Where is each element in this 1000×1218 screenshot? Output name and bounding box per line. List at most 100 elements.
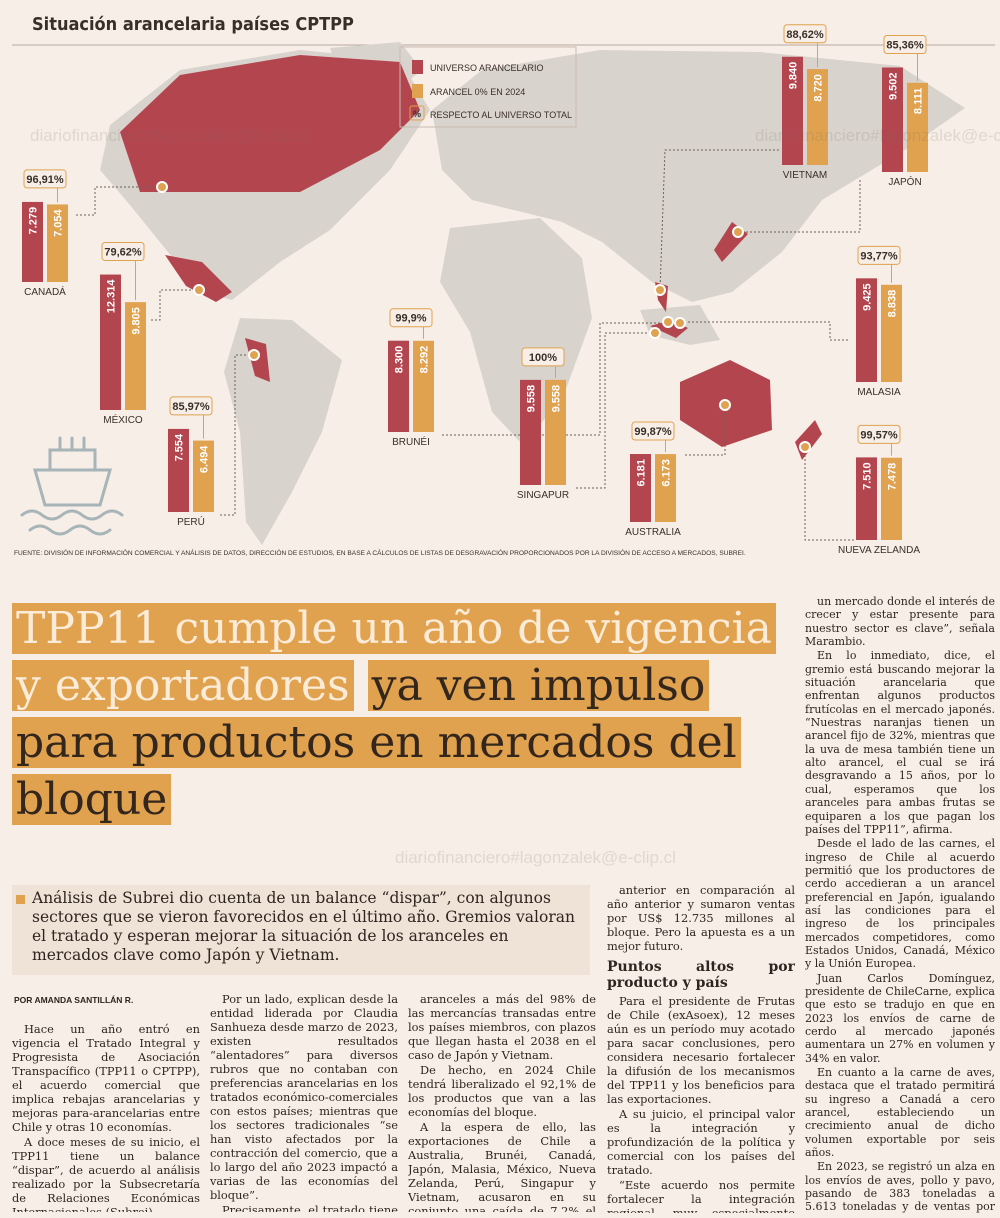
country-label: NUEVA ZELANDA <box>838 545 920 556</box>
share-box <box>783 24 827 44</box>
bar-value-label: 8.720 <box>813 74 825 102</box>
infographic: Situación arancelaria países CPTPP <box>12 14 995 557</box>
bar-value-label: 8.838 <box>887 290 899 318</box>
bar-universe <box>22 201 43 282</box>
legend-symbol: % <box>413 109 421 119</box>
bar-zero <box>807 69 828 165</box>
paragraph: Por un lado, explican desde la entidad l… <box>210 992 398 1202</box>
bar-value-label: 9.805 <box>131 307 143 335</box>
share-label: 88,62% <box>786 29 824 41</box>
bar-value-label: 9.840 <box>788 62 800 90</box>
bar-zero <box>125 302 146 410</box>
paragraph: A la espera de ello, las exportaciones d… <box>408 1120 596 1212</box>
watermark: diariofinanciero#lagonzalek@e-clip.cl <box>395 848 676 867</box>
bar-universe <box>168 428 189 512</box>
bar-universe <box>856 457 877 540</box>
bar-zero <box>193 440 214 512</box>
country-label: JAPÓN <box>888 175 921 188</box>
legend-swatch <box>412 60 423 74</box>
bar-value-label: 6.173 <box>661 459 673 487</box>
bar-zero <box>413 340 434 432</box>
bar-value-label: 7.478 <box>887 463 899 491</box>
byline: POR AMANDA SANTILLÁN R. <box>14 995 134 1005</box>
country-label: AUSTRALIA <box>625 527 681 538</box>
bar-value-label: 9.425 <box>862 283 874 311</box>
legend: UNIVERSO ARANCELARIO ARANCEL 0% EN 2024 … <box>399 46 577 128</box>
bar-value-label: 7.510 <box>862 462 874 490</box>
paragraph: Desde el lado de las carnes, el ingreso … <box>805 837 995 971</box>
column: Por un lado, explican desde la entidad l… <box>210 992 398 1212</box>
column: anterior en comparación al año anterior … <box>607 883 795 1213</box>
bar-zero <box>545 379 566 485</box>
share-label: 79,62% <box>104 247 142 259</box>
bar-zero <box>47 204 68 282</box>
paragraph: En lo inmediato, dice, el gremio está bu… <box>805 649 995 836</box>
share-box <box>169 396 213 416</box>
share-label: 99,9% <box>395 313 426 325</box>
column: aranceles a más del 98% de las mercancía… <box>408 992 596 1212</box>
bar-value-label: 6.494 <box>199 445 211 473</box>
column: Hace un año entró en vigencia el Tratado… <box>12 1022 200 1212</box>
country-label: SINGAPUR <box>517 490 569 501</box>
bar-value-label: 9.558 <box>551 385 563 413</box>
location-markers <box>156 181 811 453</box>
headline: TPP11 cumple un año de vigencia y export… <box>12 600 792 828</box>
share-label: 99,87% <box>634 426 672 438</box>
bar-value-label: 8.300 <box>394 346 406 374</box>
watermark: diariofinanciero#lagonzalek@e-clip.cl <box>755 126 1000 145</box>
country-label: VIETNAM <box>783 170 827 181</box>
paragraph: En 2023, se registró un alza en los enví… <box>805 1160 995 1213</box>
country-label: CANADÁ <box>24 285 66 298</box>
legend-swatch <box>409 105 425 121</box>
paragraph: un mercado donde el interés de crecer y … <box>805 595 995 649</box>
paragraph: En cuanto a la carne de aves, destaca qu… <box>805 1066 995 1160</box>
bar-universe <box>520 379 541 485</box>
legend-label: UNIVERSO ARANCELARIO <box>430 63 544 73</box>
bar-universe <box>882 67 903 172</box>
country-label: MÉXICO <box>103 413 143 426</box>
leader-lines <box>75 149 861 541</box>
share-box <box>883 34 927 54</box>
paragraph: Hace un año entró en vigencia el Tratado… <box>12 1022 200 1134</box>
share-box <box>857 424 901 444</box>
watermark: diariofinanciero#lagonzalek@e-clip.cl <box>30 126 311 145</box>
paragraph: A doce meses de su inicio, el TPP11 tien… <box>12 1135 200 1212</box>
share-box <box>23 169 67 189</box>
paragraph: Para el presidente de Frutas de Chile (e… <box>607 994 795 1106</box>
share-label: 85,36% <box>886 39 924 51</box>
bar-zero <box>881 457 902 540</box>
country-label: MALASIA <box>857 387 901 398</box>
share-box <box>521 347 565 367</box>
paragraph: anterior en comparación al año anterior … <box>607 883 795 953</box>
legend-label: ARANCEL 0% EN 2024 <box>430 87 525 97</box>
bar-value-label: 7.554 <box>174 433 186 461</box>
bar-universe <box>100 274 121 410</box>
bar-groups: 7.279 7.054 96,91% CANADÁ 12.314 9.805 79,62% M… <box>22 24 928 556</box>
subheading: Puntos altos por producto y país <box>607 959 795 991</box>
bar-universe <box>630 454 651 522</box>
share-box <box>389 308 433 328</box>
legend-label: RESPECTO AL UNIVERSO TOTAL <box>430 110 572 120</box>
paragraph: Precisamente, el tratado tiene como obje… <box>222 1203 398 1212</box>
share-box <box>857 245 901 265</box>
bar-zero <box>881 284 902 382</box>
bar-universe <box>388 340 409 432</box>
bar-value-label: 9.558 <box>526 385 538 413</box>
paragraph: aranceles a más del 98% de las mercancía… <box>408 992 596 1062</box>
legend-swatch <box>412 84 423 98</box>
paragraph: De hecho, en 2024 Chile tendrá liberaliz… <box>408 1063 596 1119</box>
bar-value-label: 9.502 <box>888 72 900 100</box>
infographic-title: Situación arancelaria países CPTPP <box>32 14 354 35</box>
share-label: 85,97% <box>172 401 210 413</box>
share-label: 96,91% <box>26 174 64 186</box>
ship-icon <box>20 436 124 536</box>
lead: Análisis de Subrei dio cuenta de un bala… <box>12 885 590 975</box>
bar-universe <box>856 278 877 382</box>
bar-value-label: 8.111 <box>913 88 925 114</box>
share-box <box>631 421 675 441</box>
bar-value-label: 7.279 <box>28 207 40 235</box>
bar-universe <box>782 56 803 166</box>
paragraph: Juan Carlos Domínguez, presidente de Chi… <box>805 971 995 1065</box>
share-label: 93,77% <box>860 250 898 262</box>
